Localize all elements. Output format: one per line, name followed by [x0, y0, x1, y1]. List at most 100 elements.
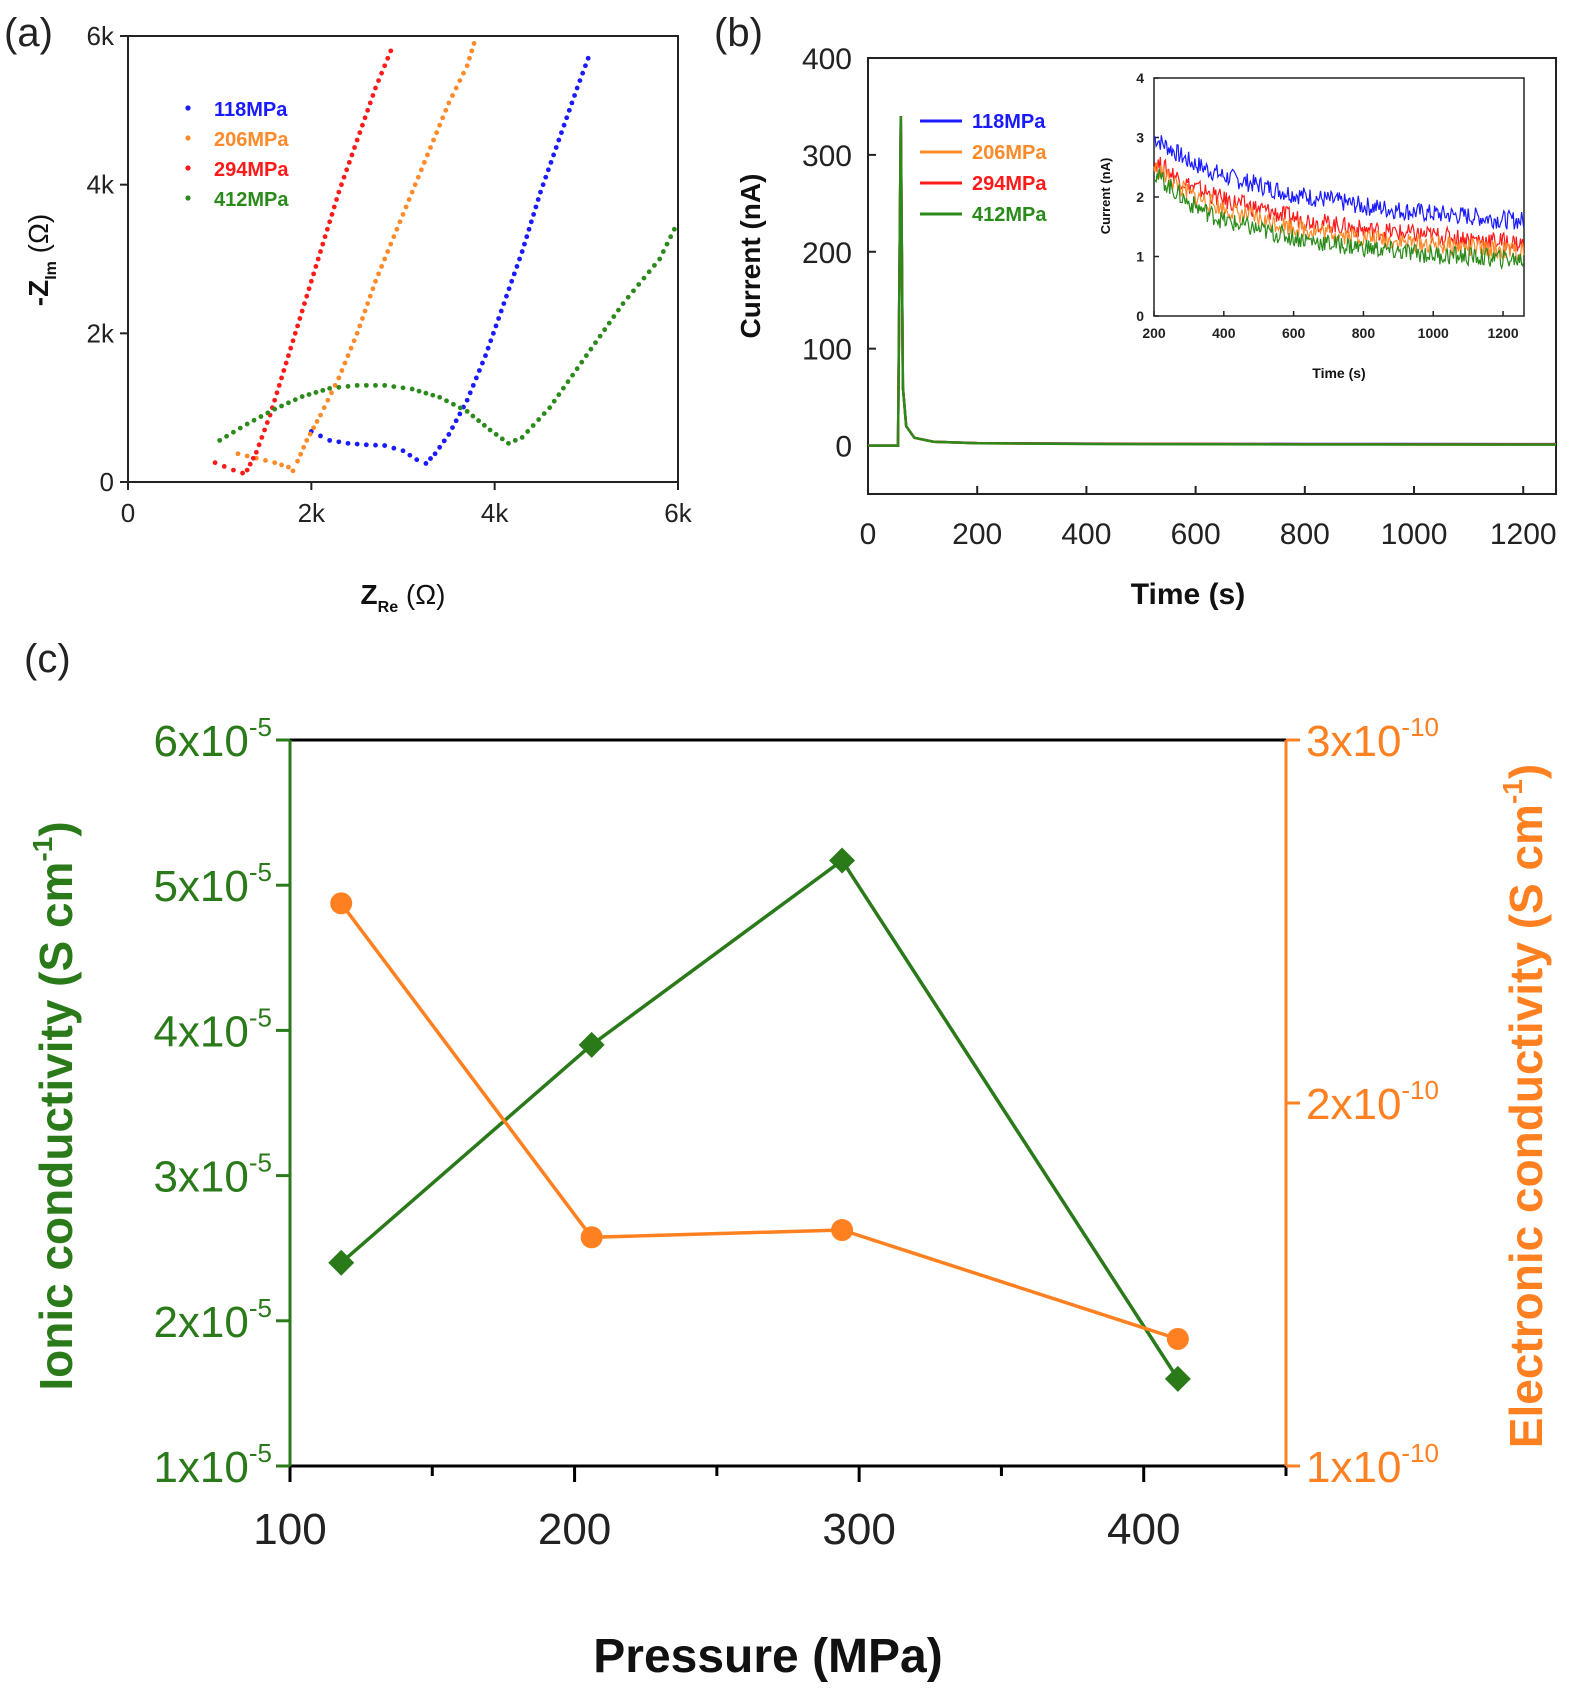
data-point-118MPa [391, 445, 397, 451]
inset-y-tick-label: 4 [1136, 70, 1144, 86]
data-point-118MPa [564, 115, 570, 121]
data-point-206MPa [428, 145, 433, 150]
data-point-206MPa [464, 63, 470, 69]
data-point-206MPa [311, 425, 317, 431]
data-point-206MPa [339, 368, 345, 373]
data-point-412MPa [530, 423, 536, 428]
data-point-294MPa [313, 264, 319, 269]
data-point-206MPa [279, 462, 284, 468]
data-point-412MPa [487, 427, 493, 433]
data-point-294MPa [341, 174, 347, 180]
data-point-118MPa [522, 241, 527, 247]
data-point-294MPa [308, 278, 314, 284]
data-point-412MPa [481, 422, 487, 428]
data-point-294MPa [365, 107, 371, 113]
data-point-412MPa [306, 392, 312, 397]
inset-x-tick-label: 600 [1282, 325, 1306, 341]
data-point-118MPa [327, 437, 333, 443]
data-point-412MPa [583, 353, 589, 359]
data-point-412MPa [551, 398, 557, 404]
data-point-294MPa [302, 301, 307, 306]
data-point-412MPa [251, 417, 257, 423]
data-point-412MPa [506, 440, 511, 446]
data-point-118MPa [446, 432, 452, 437]
x-tick-label-b: 200 [952, 518, 1002, 551]
data-point-206MPa [379, 264, 385, 269]
data-point-412MPa [597, 333, 603, 339]
legend-label-118MPa: 118MPa [214, 99, 288, 121]
data-point-206MPa [295, 458, 300, 464]
data-point-412MPa [354, 382, 360, 388]
inset-series-412MPa [1153, 168, 1525, 271]
data-point-412MPa [671, 226, 677, 232]
chart-a: 0 2k 4k 6k 0 2k 4k 6k ZRe (Ω) -ZIm (Ω) 118MPa 206MP… [23, 21, 693, 616]
data-point-206MPa [409, 189, 415, 195]
data-point-412MPa [451, 401, 456, 407]
inset-y-tick-label: 1 [1136, 249, 1144, 265]
data-point-412MPa [579, 359, 585, 365]
data-point-294MPa [259, 435, 265, 440]
data-point-206MPa [425, 152, 430, 158]
data-point-206MPa [345, 353, 351, 359]
data-point-206MPa [342, 360, 348, 366]
data-point-206MPa [443, 107, 449, 113]
data-point-294MPa [297, 316, 303, 321]
series-line-412MPa [868, 116, 1557, 447]
data-point-118MPa [559, 130, 564, 136]
data-point-294MPa [331, 204, 337, 210]
data-point-412MPa [646, 269, 652, 275]
y-tick-label-a: 6k [87, 21, 115, 51]
x-tick-label-c: 400 [1107, 1505, 1180, 1554]
ionic-marker [829, 847, 856, 874]
data-point-294MPa [329, 212, 335, 217]
data-point-206MPa [244, 453, 250, 459]
data-point-412MPa [336, 384, 342, 390]
electronic-marker [580, 1226, 603, 1249]
y-right-axis-title-c: Electronic conductivity (S cm-1) [1497, 764, 1552, 1448]
data-point-294MPa [256, 442, 262, 448]
electronic-marker [330, 892, 353, 915]
y-left-tick-label: 4x10-5 [153, 1002, 272, 1056]
data-point-118MPa [511, 271, 517, 277]
data-point-294MPa [295, 323, 300, 329]
data-point-412MPa [258, 414, 264, 419]
legend-label-294MPa: 294MPa [214, 159, 289, 181]
data-point-412MPa [423, 390, 429, 396]
inset-series-118MPa [1153, 135, 1525, 230]
data-point-412MPa [382, 382, 388, 388]
data-point-118MPa [528, 219, 534, 225]
data-point-412MPa [636, 282, 642, 287]
data-point-294MPa [379, 70, 385, 76]
data-point-412MPa [457, 405, 463, 411]
chart-c: 100 200 300 400 1x10-5 2x10-5 3x10-5 4x10-5 5x10… [27, 712, 1552, 1683]
data-point-206MPa [321, 405, 327, 411]
data-point-412MPa [244, 421, 250, 427]
legend-marker-412MPa [185, 195, 191, 201]
data-point-294MPa [276, 382, 282, 388]
data-point-118MPa [514, 264, 520, 269]
inset-x-tick-label: 800 [1352, 325, 1376, 341]
inset-y-tick-label: 0 [1136, 308, 1144, 324]
data-point-294MPa [288, 345, 294, 351]
y-left-tick-label: 6x10-5 [153, 712, 272, 766]
data-point-412MPa [265, 410, 271, 416]
data-point-412MPa [525, 429, 531, 434]
data-point-118MPa [498, 308, 504, 314]
data-point-206MPa [437, 122, 443, 128]
data-point-118MPa [526, 226, 532, 232]
data-point-206MPa [362, 308, 368, 314]
data-point-412MPa [536, 417, 542, 422]
data-point-118MPa [506, 286, 512, 292]
data-point-294MPa [352, 145, 357, 150]
data-point-412MPa [373, 382, 378, 388]
data-point-412MPa [313, 390, 319, 395]
data-point-206MPa [376, 271, 381, 277]
data-point-294MPa [349, 152, 355, 158]
data-point-412MPa [541, 411, 547, 417]
y-left-tick-label: 5x10-5 [153, 857, 272, 911]
data-point-294MPa [299, 308, 305, 314]
data-point-118MPa [373, 442, 378, 448]
data-point-294MPa [221, 463, 227, 469]
data-point-206MPa [391, 234, 397, 240]
data-point-294MPa [382, 63, 388, 69]
